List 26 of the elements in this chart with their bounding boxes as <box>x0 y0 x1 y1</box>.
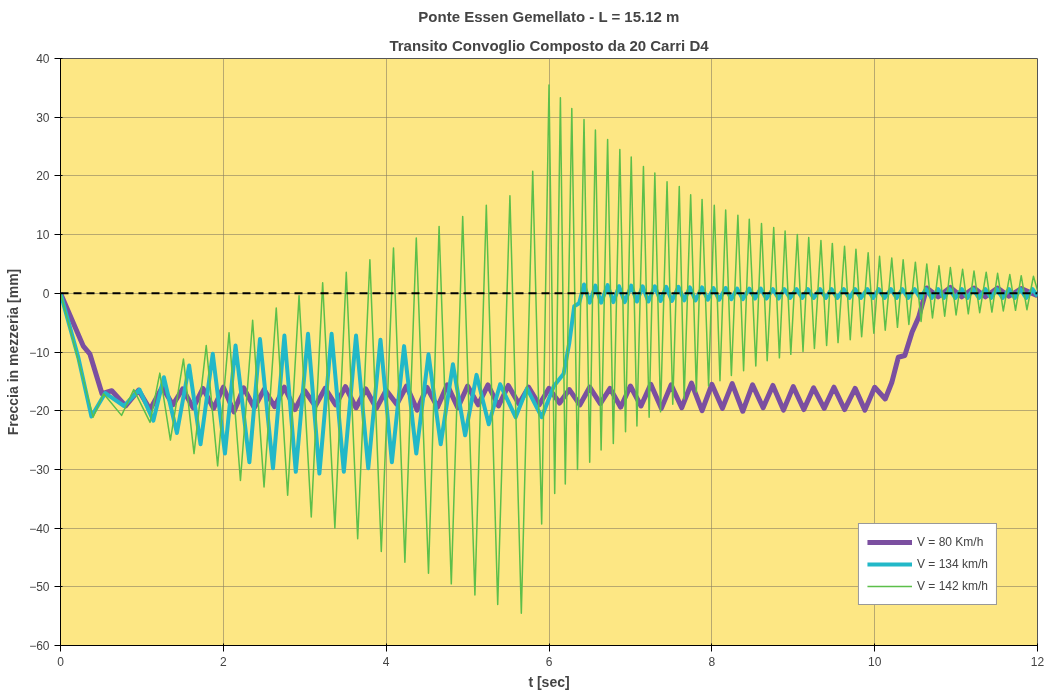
y-tick-label: −20 <box>29 404 50 419</box>
x-axis-title: t [sec] <box>528 673 570 690</box>
x-tick-label: 10 <box>867 654 882 669</box>
x-tick-label: 2 <box>220 654 227 669</box>
x-tick-label: 6 <box>545 654 553 669</box>
x-tick-label: 4 <box>382 654 390 669</box>
y-tick-label: −30 <box>29 462 50 477</box>
y-tick-label: −60 <box>29 639 50 653</box>
y-tick-label: −40 <box>29 521 50 536</box>
y-tick-label: 20 <box>36 169 50 184</box>
y-tick-label: −50 <box>29 580 50 595</box>
legend-label: V = 134 km/h <box>916 557 988 571</box>
y-tick-label: 40 <box>36 52 50 66</box>
y-tick-label: 30 <box>36 110 50 125</box>
x-tick-label: 0 <box>57 654 65 669</box>
line-series <box>60 84 1038 614</box>
y-tick-label: 10 <box>36 228 50 243</box>
x-tick-label: 8 <box>708 654 716 669</box>
y-tick-label: 0 <box>42 286 50 301</box>
chart-subtitle: Transito Convoglio Composto da 20 Carri D4 <box>389 36 710 54</box>
legend-label: V = 142 km/h <box>916 579 988 593</box>
y-tick-label: −10 <box>29 345 50 360</box>
y-axis-title: Freccia in mezzeria [mm] <box>5 268 22 436</box>
legend-label: V = 80 Km/h <box>916 535 984 549</box>
x-tick-label: 12 <box>1030 654 1045 669</box>
chart-title: Ponte Essen Gemellato - L = 15.12 m <box>418 7 680 25</box>
